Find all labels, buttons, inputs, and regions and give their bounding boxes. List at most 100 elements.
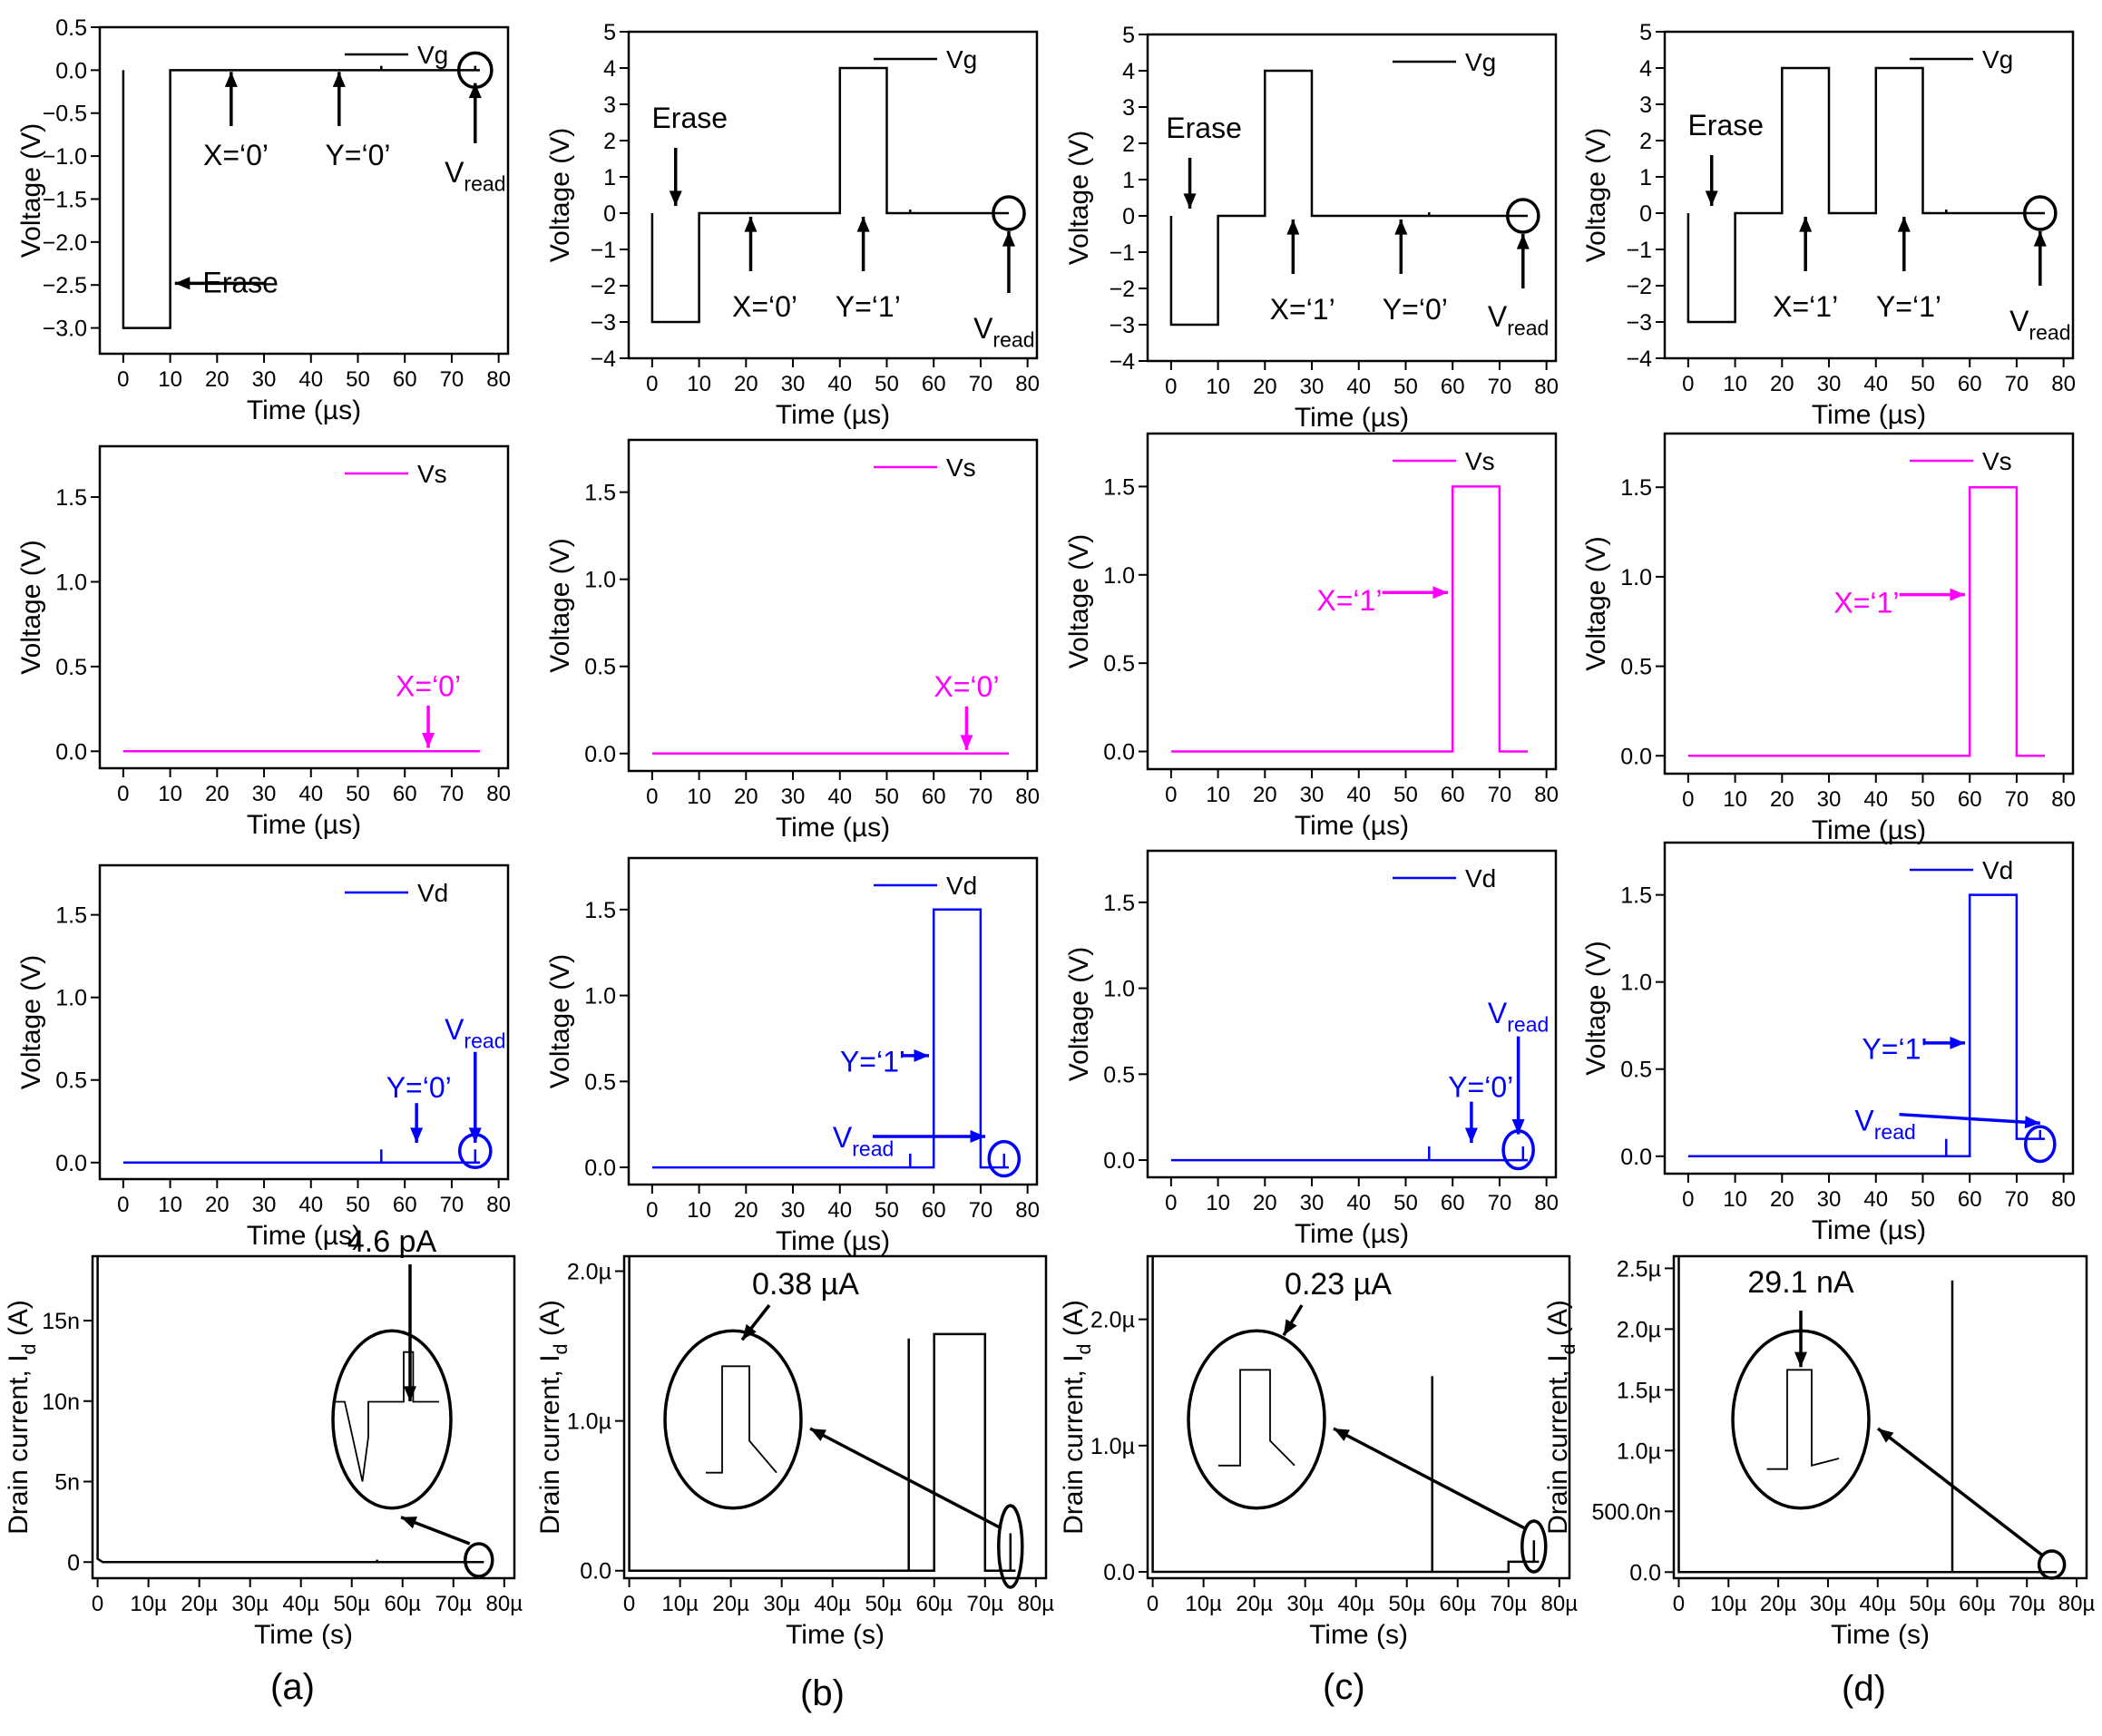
annotation-label: Y=‘0’ (386, 1071, 452, 1104)
x-tick-label: 50 (346, 367, 370, 392)
x-tick-label: 70 (440, 782, 464, 806)
x-tick-label: 70 (1488, 783, 1512, 807)
x-axis-label: Time (µs) (1812, 815, 1926, 845)
y-tick-label: 1.0 (584, 568, 616, 593)
series-line-vg (650, 66, 1009, 324)
arrow-head (1705, 190, 1718, 206)
arrow-head (1394, 219, 1408, 235)
x-tick-label: 30 (781, 785, 806, 809)
panel-a-id: 0 10µ 20µ 30µ 40µ 50µ 60µ 70µ 80µ 0 5n 10n 15n Time (… (4, 1254, 523, 1650)
arrow-head (1799, 217, 1813, 232)
y-tick-label: −3.0 (43, 317, 87, 342)
panel-a-vs: 0 10 20 30 40 50 60 70 80 0.0 0.5 1.0 1.5 Time (µs) Vo… (16, 444, 511, 840)
arrow-head (468, 83, 482, 99)
y-tick-label: 2.0µ (567, 1260, 611, 1285)
x-tick-label: 20 (1253, 375, 1277, 399)
arrow-head (174, 277, 191, 290)
plot-frame (1672, 1254, 2088, 1580)
x-tick-label: 0 (623, 1592, 635, 1616)
x-tick-label: 30 (781, 372, 806, 396)
x-tick-label: 10 (1206, 783, 1230, 807)
legend-label: Vd (417, 879, 448, 907)
x-axis-label: Time (s) (1831, 1620, 1930, 1650)
panel-a-vg: 0 10 20 30 40 50 60 70 80 0.5 0.0 −0.5 −1.0 −1.5 −2.0 −… (16, 15, 511, 425)
y-tick-label: −1.0 (43, 144, 87, 170)
x-tick-label: 50 (875, 372, 899, 396)
panel-b-vd: 0 10 20 30 40 50 60 70 80 0.0 0.5 1.0 1.5 Time (µs) Vo… (545, 856, 1040, 1256)
arrow-head (744, 217, 758, 232)
y-axis-label: Drain current, Id (A) (1543, 1300, 1579, 1535)
y-axis-label: Voltage (V) (1581, 536, 1611, 670)
x-axis-label: Time (µs) (1295, 1219, 1409, 1249)
highlight-ellipse (456, 51, 494, 90)
y-axis-label: Voltage (V) (1581, 941, 1611, 1075)
read-pulse-ellipse (997, 1504, 1024, 1589)
y-tick-label: 1.5 (55, 485, 87, 511)
x-tick-label: 40 (827, 785, 852, 809)
x-axis-label: Time (µs) (776, 1226, 890, 1256)
y-tick-label: 0.5 (55, 15, 87, 41)
x-axis-label: Time (s) (1309, 1620, 1408, 1650)
x-tick-label: 70 (440, 1193, 464, 1217)
annotation-label: X=‘1’ (1316, 584, 1382, 617)
y-axis-label: Voltage (V) (545, 128, 575, 262)
x-tick-label: 10 (1206, 1191, 1230, 1215)
zoom-inset-a: 4.6 pA (331, 1224, 494, 1578)
y-axis-label: Voltage (V) (16, 123, 46, 258)
x-tick-label: 0 (1147, 1592, 1159, 1616)
x-tick-label: 20 (1253, 783, 1277, 807)
y-tick-label: 1.0 (584, 984, 616, 1009)
series-line-vs (1170, 485, 1528, 753)
annotation-label: X=‘0’ (396, 669, 461, 702)
y-tick-label: 1.0 (1103, 977, 1135, 1002)
y-tick-label: 1.5µ (1617, 1378, 1661, 1403)
y-tick-label: 4 (603, 56, 616, 82)
x-tick-label: 80µ (1018, 1592, 1055, 1616)
x-tick-label: 80 (486, 782, 511, 806)
y-axis-label: Drain current, Id (A) (4, 1300, 40, 1535)
arrow-head (669, 190, 682, 206)
y-tick-label: 5 (1639, 20, 1652, 45)
x-tick-label: 40µ (1859, 1592, 1896, 1616)
annotation-label: Erase (1166, 112, 1242, 144)
arrow-head (2033, 231, 2047, 247)
y-tick-label: 1 (603, 165, 616, 190)
x-tick-label: 40 (1863, 372, 1888, 396)
y-tick-label: 0 (1639, 201, 1652, 227)
x-tick-label: 10 (158, 782, 182, 806)
x-tick-label: 70 (1488, 375, 1512, 399)
arrow-head (1183, 193, 1197, 209)
x-tick-label: 60 (1958, 1187, 1982, 1212)
x-tick-label: 70 (440, 367, 464, 392)
x-tick-label: 30 (781, 1198, 806, 1223)
x-tick-label: 20 (734, 372, 758, 396)
x-tick-label: 20 (734, 1198, 758, 1223)
current-annotation: 4.6 pA (347, 1224, 437, 1259)
x-tick-label: 10 (1723, 1187, 1747, 1212)
annotation-label: X=‘1’ (1833, 587, 1899, 619)
x-tick-label: 30µ (763, 1592, 800, 1616)
x-tick-label: 40 (1346, 783, 1371, 807)
x-tick-label: 40 (827, 372, 852, 396)
read-pulse-ellipse (1520, 1519, 1548, 1574)
series-line-vg (122, 65, 480, 329)
x-tick-label: 20µ (181, 1592, 218, 1616)
x-tick-label: 40µ (1337, 1592, 1374, 1616)
x-axis-label: Time (µs) (1812, 400, 1926, 430)
x-tick-label: 70 (969, 785, 993, 809)
plot-frame (98, 863, 510, 1181)
zoom-waveform (706, 1365, 777, 1474)
x-tick-label: 40 (1863, 787, 1888, 812)
x-tick-label: 60µ (1959, 1592, 1996, 1616)
x-tick-label: 70 (969, 372, 993, 396)
x-tick-label: 0 (1165, 375, 1177, 399)
x-tick-label: 30µ (1286, 1592, 1324, 1616)
arrow-head (1432, 586, 1449, 600)
plot-frame (1146, 33, 1558, 363)
y-tick-label: 0.0 (55, 1151, 87, 1176)
y-tick-label: 0.0 (1103, 1560, 1135, 1585)
x-tick-label: 40 (1346, 375, 1371, 399)
x-axis-label: Time (s) (786, 1620, 885, 1650)
y-tick-label: 0.0 (1103, 740, 1135, 766)
y-tick-label: 5n (54, 1470, 80, 1496)
